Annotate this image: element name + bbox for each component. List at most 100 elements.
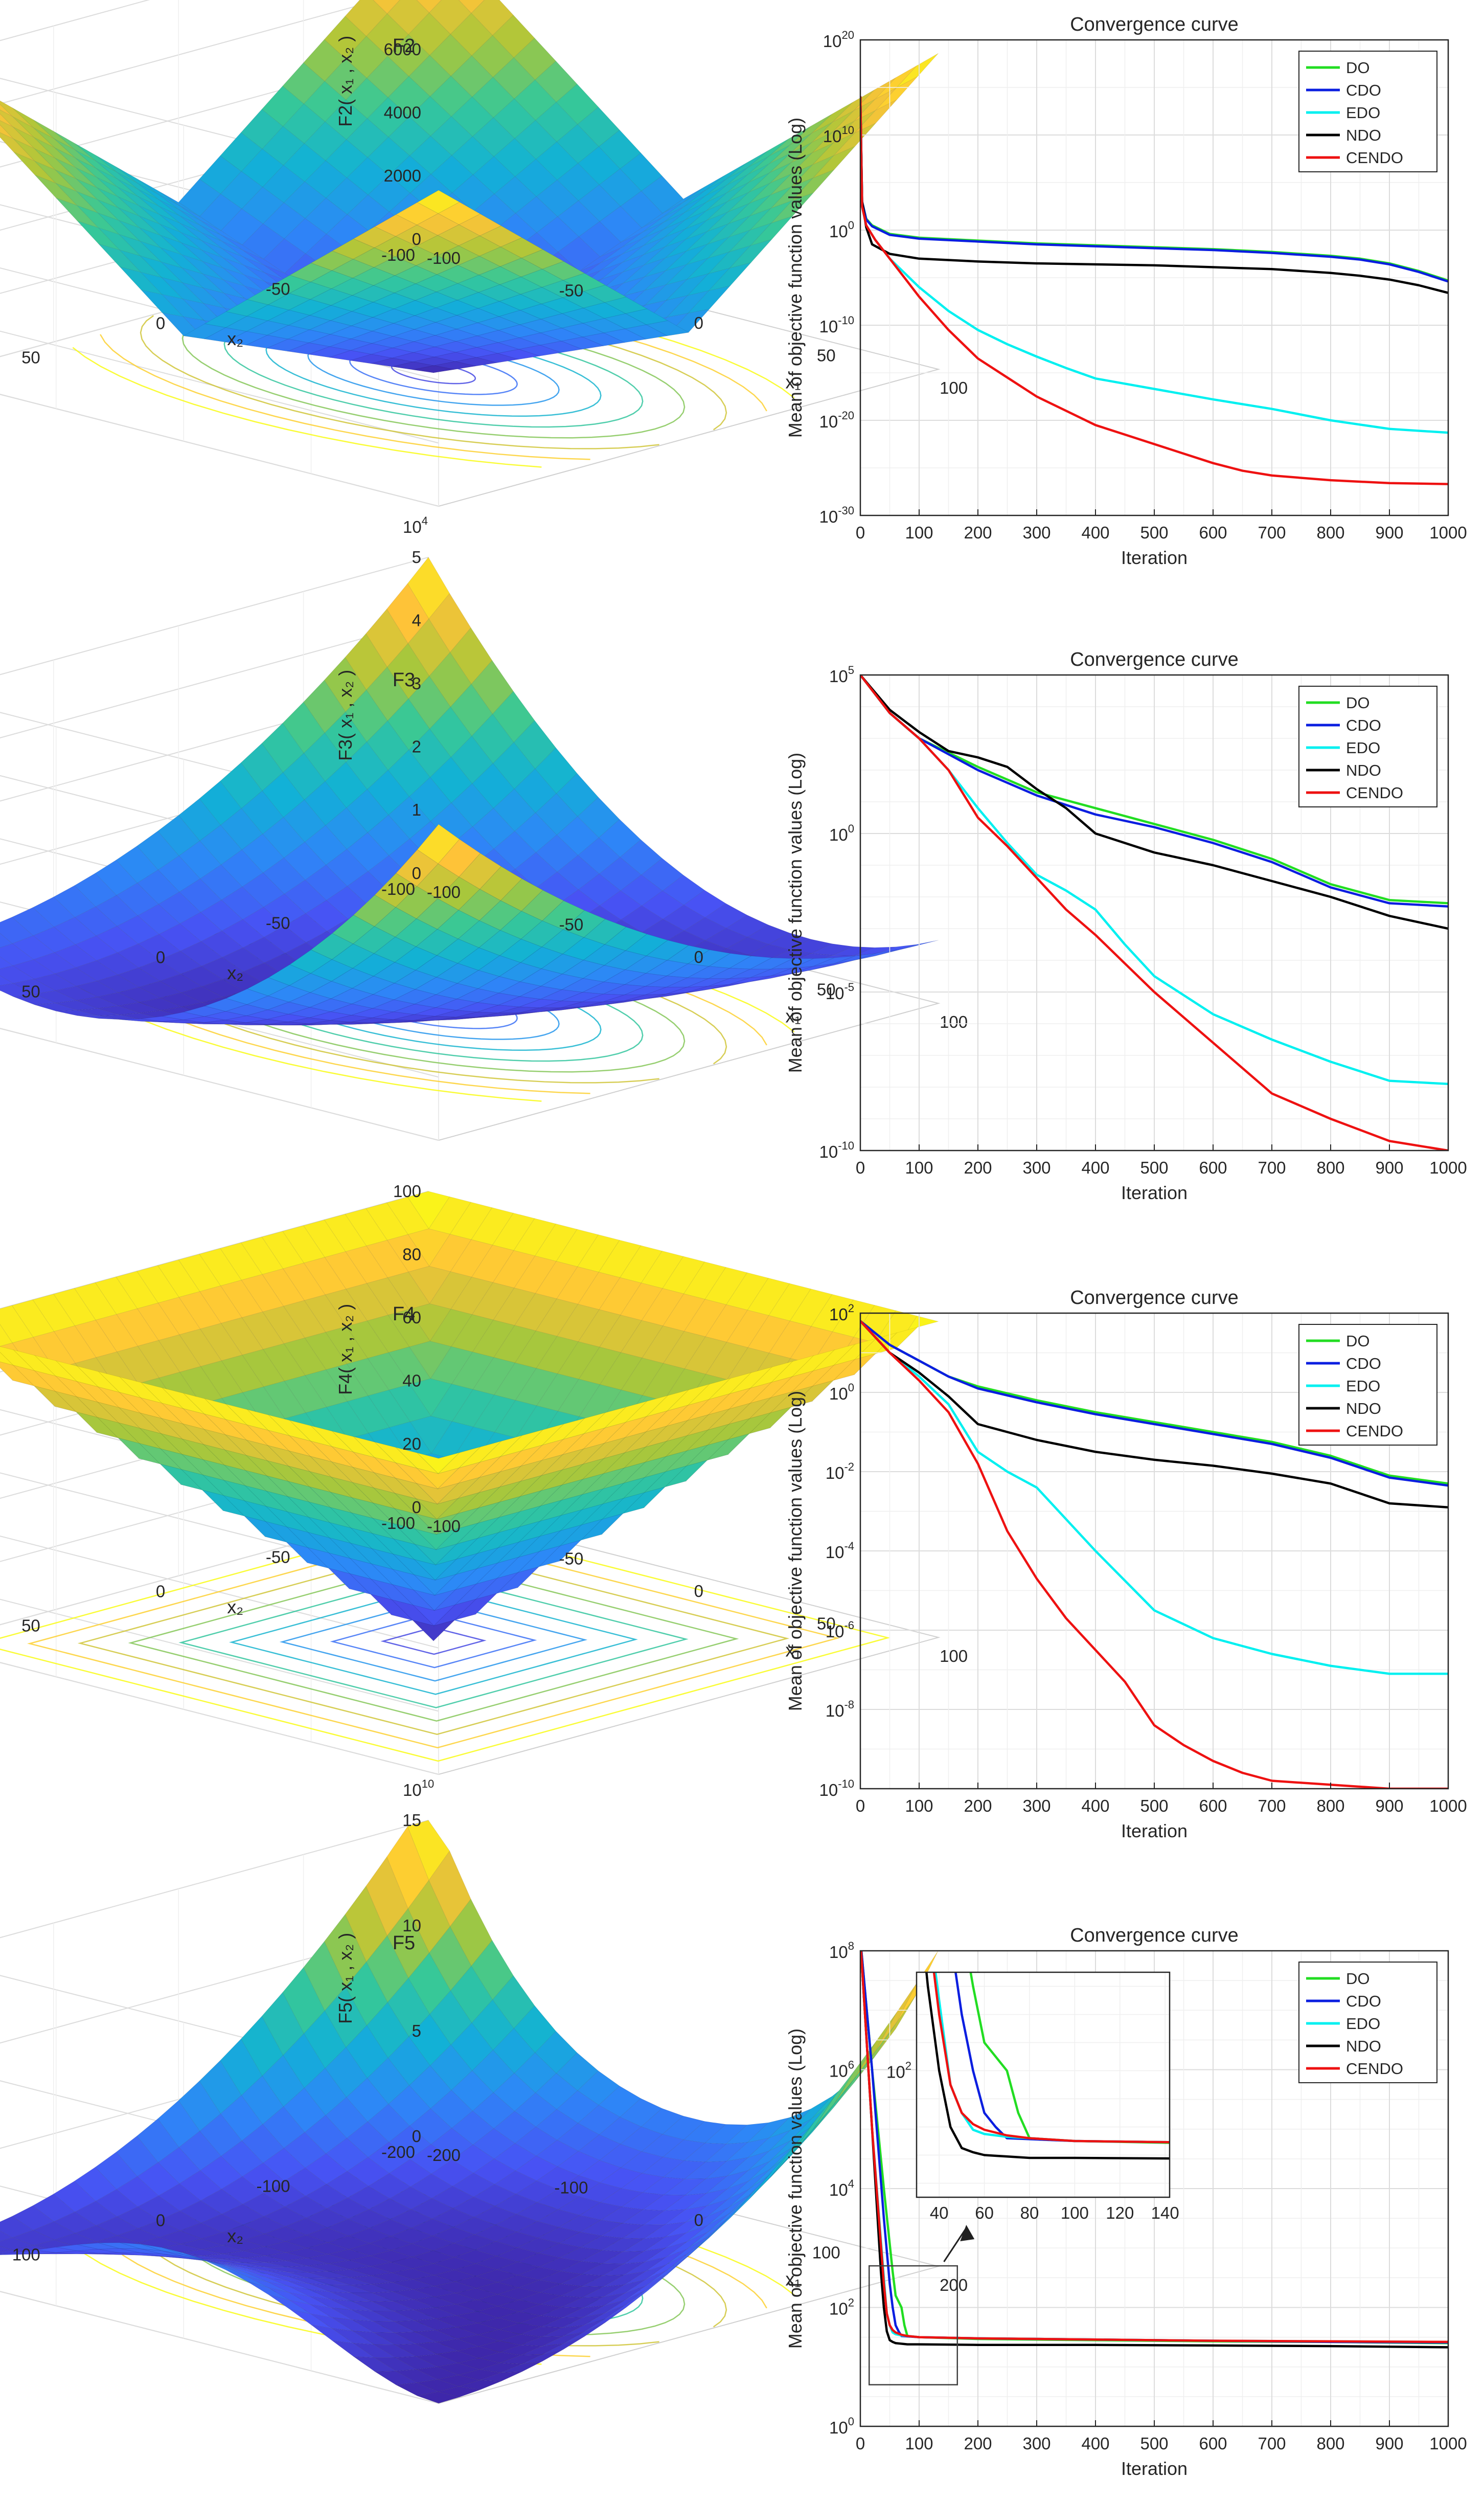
z-tick-label: 1 [412, 800, 421, 819]
z-tick-label: 2 [412, 737, 421, 756]
z-exponent-label: 104 [403, 514, 428, 536]
contour-line [128, 1560, 739, 1722]
x-tick-label: 600 [1199, 2434, 1227, 2453]
inset-x-tick-label: 40 [930, 2203, 949, 2222]
x-tick-label: 500 [1140, 1158, 1168, 1177]
legend-label-do: DO [1346, 1332, 1370, 1350]
x-tick-label: 800 [1316, 1158, 1344, 1177]
surface-mesh [0, 1820, 939, 2404]
x-axis-label: x₁ [785, 1640, 801, 1661]
surface-plots: F20200040006000800010000F2( x₁ , x₂ )-10… [0, 0, 968, 2404]
x-tick-label: 500 [1140, 2434, 1168, 2453]
z-tick-label: 5 [412, 2021, 421, 2040]
x-tick-label: 400 [1081, 523, 1109, 542]
x-tick-label: 400 [1081, 2434, 1109, 2453]
x-tick-label: 0 [856, 523, 865, 542]
z-tick-label: 10 [402, 1916, 421, 1935]
x-tick-label: 900 [1375, 1796, 1403, 1815]
x-tick-label: 600 [1199, 1158, 1227, 1177]
y-tick-label: -200 [381, 2143, 415, 2161]
x-tick-label: 300 [1022, 2434, 1051, 2453]
legend-label-edo: EDO [1346, 104, 1380, 122]
x-tick-label: -100 [427, 883, 461, 902]
x-tick-label: 0 [856, 2434, 865, 2453]
surface-cell [417, 190, 460, 214]
x-tick-label: 300 [1022, 1158, 1051, 1177]
legend-label-ndo: NDO [1346, 2037, 1381, 2055]
x-tick-label: 700 [1258, 2434, 1286, 2453]
chart-title: Convergence curve [1070, 1925, 1239, 1946]
legend-label-cendo: CENDO [1346, 784, 1403, 802]
legend-label-do: DO [1346, 1970, 1370, 1988]
x-tick-label: 100 [940, 1647, 968, 1665]
z-tick-label: 4000 [384, 103, 421, 122]
z-axis-label: F3( x₁ , x₂ ) [335, 670, 356, 761]
x-tick-label: 100 [940, 378, 968, 397]
contour-line [178, 1573, 689, 1708]
x-tick-label: 500 [1140, 1796, 1168, 1815]
x-tick-label: -50 [559, 915, 584, 934]
contour-line [380, 1627, 487, 1655]
surface-cell [416, 1452, 461, 1474]
surface-cell [0, 1324, 13, 1347]
x-tick-label: 800 [1316, 2434, 1344, 2453]
z-tick-label: 0 [412, 1498, 421, 1517]
x-tick-label: -100 [427, 1517, 461, 1536]
x-tick-label: 1000 [1429, 523, 1467, 542]
legend-label-edo: EDO [1346, 2015, 1380, 2033]
y-tick-label: -100 [257, 2177, 290, 2196]
chart-title: Convergence curve [1070, 14, 1239, 35]
surface-panel-f4: F4 0 20 40 60 80 100 F4( x₁ , x₂ ) -100 -50 0 50 100… [0, 1182, 968, 1775]
legend-label-do: DO [1346, 694, 1370, 712]
legend: DO CDO EDO NDO CENDO [1298, 686, 1437, 807]
y-tick-label: 0 [156, 948, 165, 967]
x-tick-label: 100 [905, 523, 933, 542]
x-tick-label: 200 [964, 523, 992, 542]
x-tick-label: 0 [694, 948, 703, 966]
z-axis-label: F5( x₁ , x₂ ) [335, 1933, 356, 2024]
contour-line [72, 347, 542, 468]
y-tick-label: -50 [266, 914, 290, 933]
z-axis-label: F4( x₁ , x₂ ) [335, 1304, 356, 1395]
surface-mesh [0, 556, 939, 1026]
chart-title: Convergence curve [1070, 1287, 1239, 1309]
surface-title: F2 [393, 35, 415, 57]
inset-x-tick-label: 140 [1151, 2203, 1179, 2222]
contour-line [100, 334, 590, 460]
surface-mesh [0, 0, 939, 373]
x-tick-label: 500 [1140, 523, 1168, 542]
surface-title: F3 [393, 669, 415, 691]
surface-panel-f2: F20200040006000800010000F2( x₁ , x₂ )-10… [0, 0, 968, 507]
y-tick-label: -50 [266, 1548, 290, 1567]
x-tick-label: -200 [427, 2146, 461, 2165]
x-tick-label: -50 [559, 281, 584, 300]
z-tick-label: 20 [402, 1434, 421, 1453]
z-tick-label: 0 [412, 230, 421, 249]
y-axis-label: Mean of objective function values (Log) [785, 1391, 806, 1711]
y-axis-label: x₂ [227, 1596, 243, 1617]
x-tick-label: 400 [1081, 1158, 1109, 1177]
legend-label-cendo: CENDO [1346, 2060, 1403, 2078]
surface-cell [0, 975, 14, 986]
x-tick-label: 200 [964, 2434, 992, 2453]
surface-cell [0, 956, 14, 970]
x-tick-label: 1000 [1429, 2434, 1467, 2453]
legend: DO CDO EDO NDO CENDO [1298, 1324, 1437, 1446]
contour-line [140, 315, 659, 449]
floor-contours [0, 1520, 891, 1762]
surface-cell [0, 1351, 14, 1366]
x-tick-label: 50 [817, 980, 836, 999]
x-tick-label: -100 [427, 249, 461, 267]
x-tick-label: 200 [940, 2275, 968, 2294]
surface-cell [0, 2230, 13, 2242]
x-axis-label: x₁ [785, 1006, 801, 1027]
y-axis-label: Mean of objective function values (Log) [785, 753, 806, 1073]
x-tick-label: 0 [694, 1582, 703, 1601]
z-tick-label: 6000 [384, 40, 421, 59]
inset-x-tick-label: 80 [1020, 2203, 1039, 2222]
z-tick-label: 5 [412, 548, 421, 567]
x-tick-label: 1000 [1429, 1796, 1467, 1815]
inset-x-tick-label: 60 [975, 2203, 994, 2222]
surface-title: F5 [393, 1932, 415, 1954]
